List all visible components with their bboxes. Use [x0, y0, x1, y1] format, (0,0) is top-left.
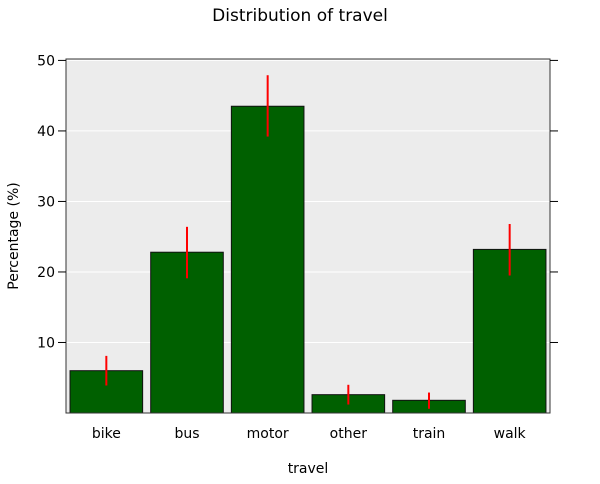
y-tick-label: 50 [37, 53, 55, 69]
y-tick-label: 30 [37, 194, 55, 210]
x-axis-label: travel [288, 461, 329, 477]
x-tick-label: bike [92, 426, 121, 442]
plot-panel [66, 59, 550, 413]
x-tick-label: walk [494, 426, 527, 442]
chart-title: Distribution of travel [212, 6, 388, 26]
plot-border [65, 58, 551, 414]
y-tick-label: 20 [37, 265, 55, 281]
bar-motor [230, 105, 305, 414]
x-tick-label: train [413, 426, 446, 442]
y-axis-label: Percentage (%) [6, 182, 22, 289]
x-tick-label: motor [247, 426, 289, 442]
x-tick-label: other [330, 426, 368, 442]
y-tick-label: 10 [37, 335, 55, 351]
y-tick-label: 40 [37, 124, 55, 140]
bar-walk [472, 248, 547, 414]
x-tick-label: bus [174, 426, 199, 442]
bar-bus [150, 251, 224, 414]
